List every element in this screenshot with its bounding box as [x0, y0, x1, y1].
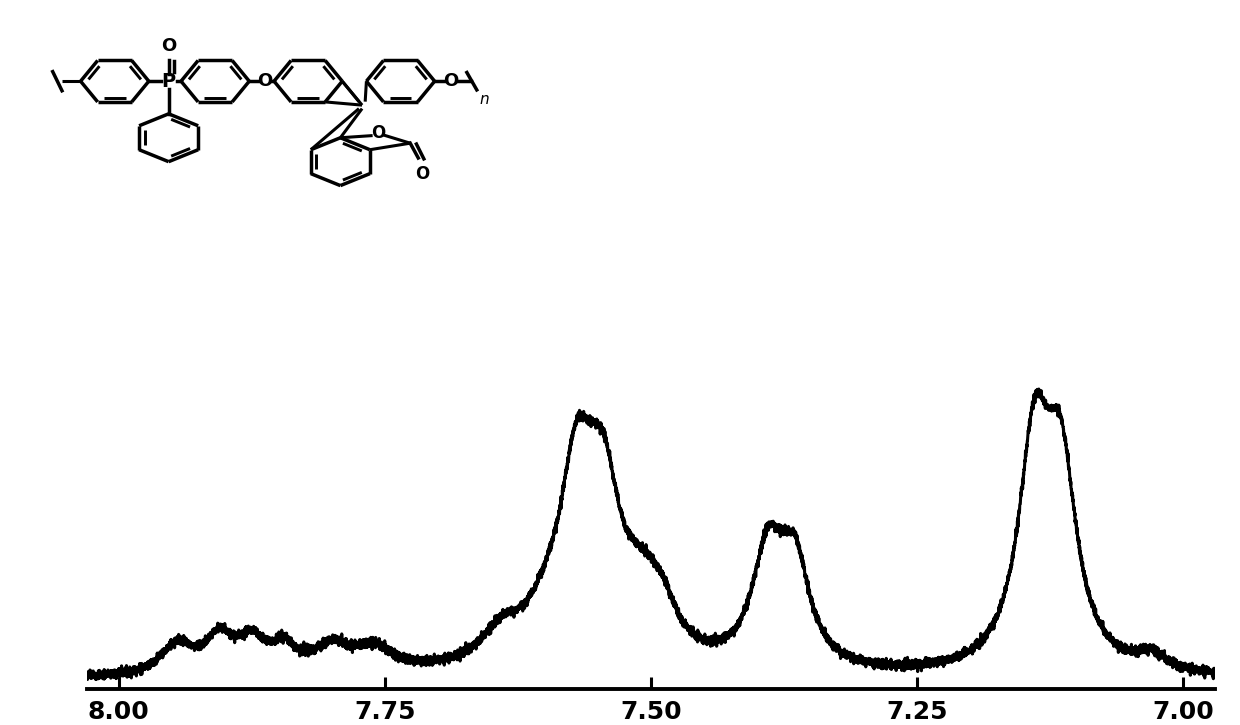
Text: O: O [443, 72, 459, 90]
Text: n: n [480, 92, 489, 107]
Text: O: O [371, 125, 386, 142]
Text: O: O [257, 72, 273, 90]
Text: P: P [161, 72, 176, 91]
Text: O: O [161, 37, 176, 55]
Text: O: O [415, 165, 429, 183]
